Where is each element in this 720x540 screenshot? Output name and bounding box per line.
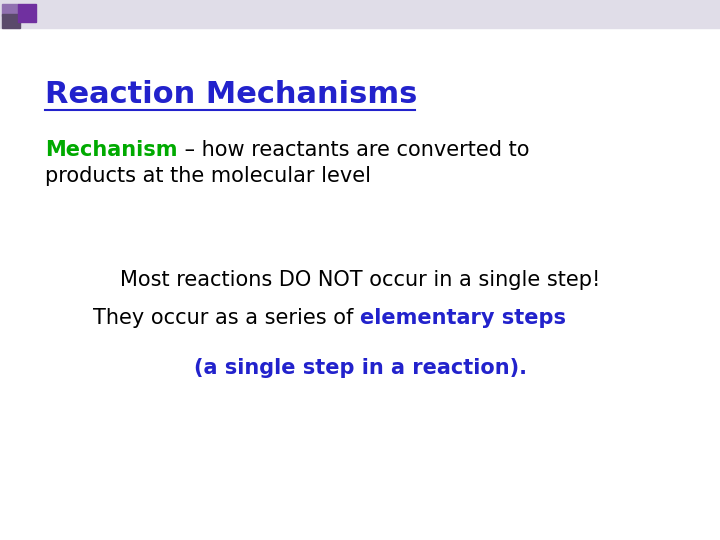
Bar [2, 14, 20, 28]
Text: (a single step in a reaction).: (a single step in a reaction). [194, 358, 526, 378]
Text: They occur as a series of: They occur as a series of [93, 308, 360, 328]
Text: Most reactions DO NOT occur in a single step!: Most reactions DO NOT occur in a single … [120, 270, 600, 290]
Text: elementary steps: elementary steps [360, 308, 566, 328]
Text: Reaction Mechanisms: Reaction Mechanisms [45, 80, 418, 109]
Text: Mechanism: Mechanism [45, 140, 178, 160]
Text: products at the molecular level: products at the molecular level [45, 166, 371, 186]
Bar [0, 0, 720, 28]
Bar [2, 4, 18, 16]
Bar [18, 4, 36, 22]
Text: – how reactants are converted to: – how reactants are converted to [178, 140, 529, 160]
